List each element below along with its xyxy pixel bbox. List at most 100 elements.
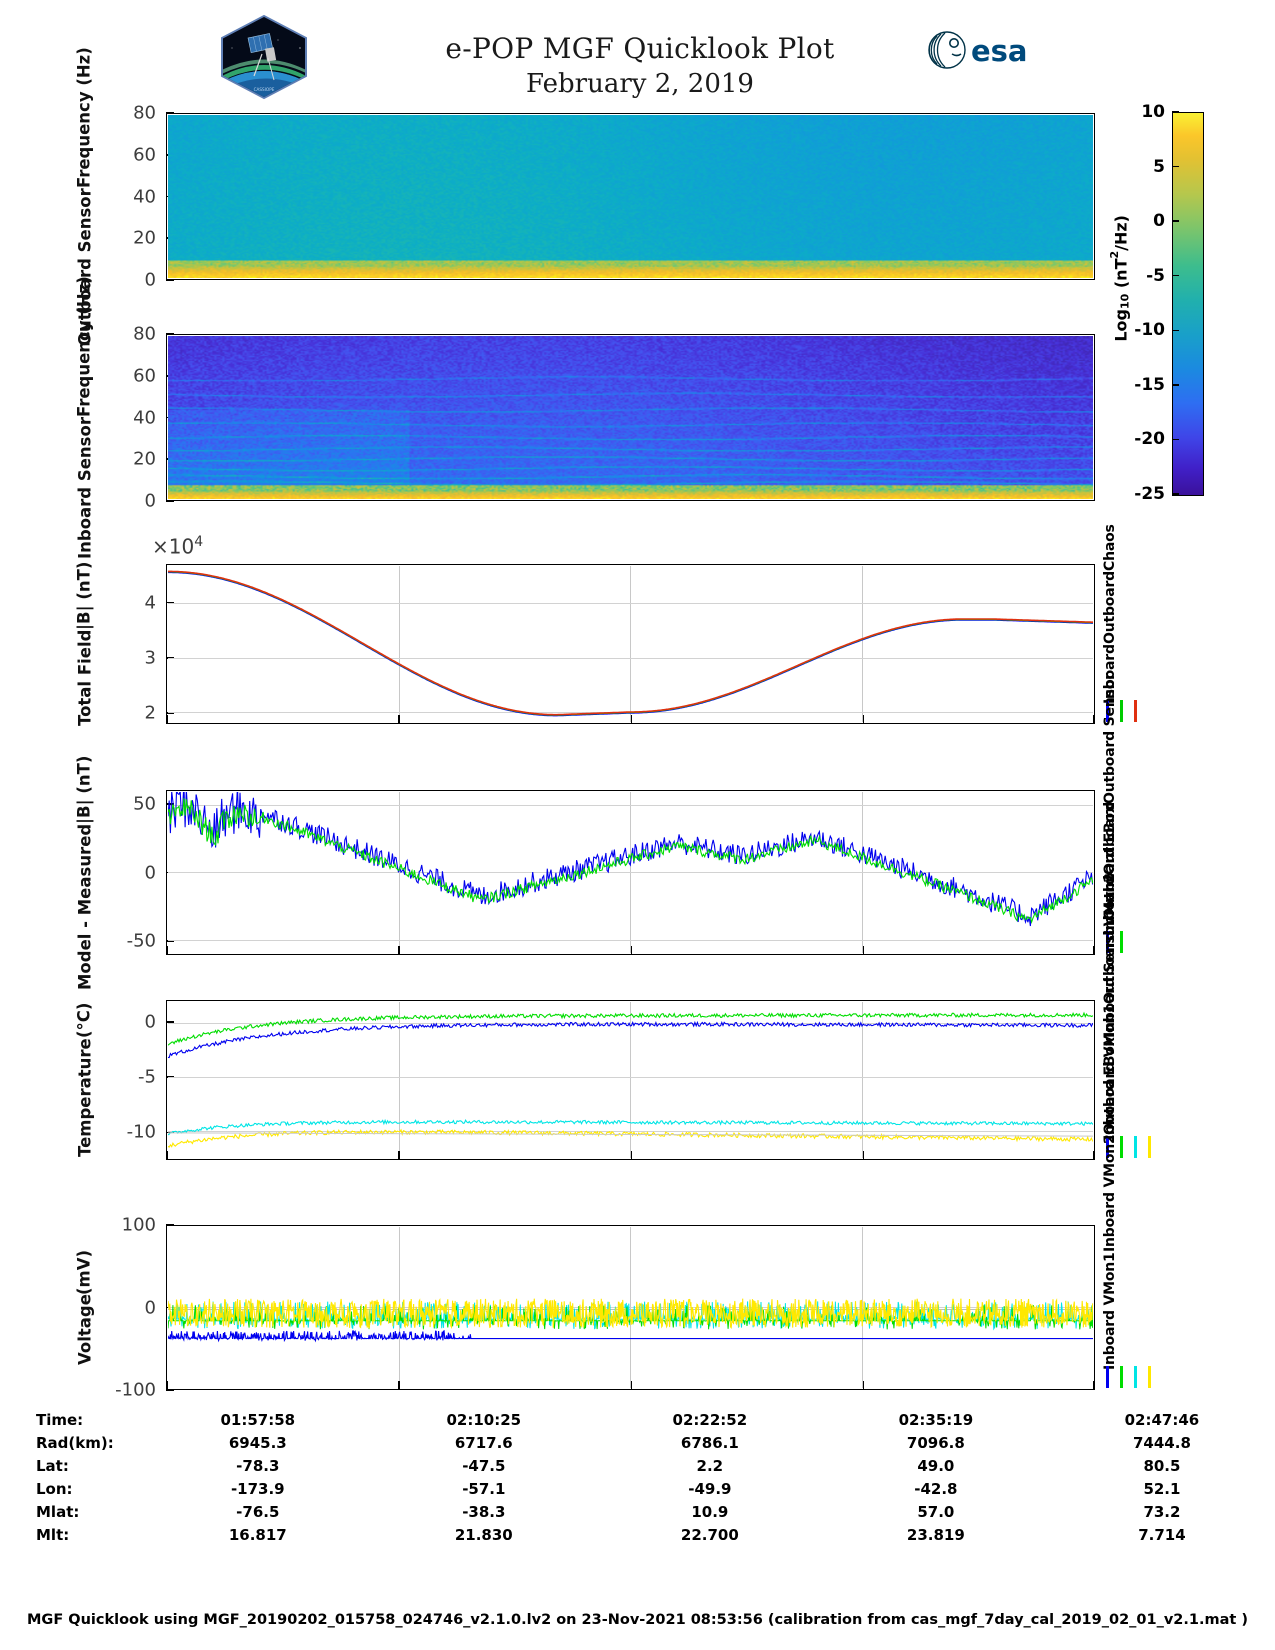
y-axis-label-line1: Model - Measured	[75, 823, 95, 990]
ephemeris-table-body: Time: 01:57:58 02:10:25 02:22:52 02:35:19 02:…	[0, 1408, 1275, 1546]
y-tick-outboard-spectrogram: 80	[133, 102, 156, 124]
y-tick-total-field: 4	[144, 592, 156, 614]
y-axis-label-line2: Frequency (Hz)	[74, 47, 94, 189]
y-tick-model-minus-measured: -50	[126, 930, 156, 952]
ephemeris-value: 01:57:58	[220, 1410, 296, 1429]
legend-label: Outboard VMon1	[1102, 1004, 1118, 1135]
colorbar-label-sup: 2	[1108, 250, 1121, 259]
legend-label: Outboard	[1102, 571, 1118, 645]
series-layer-temperature	[167, 1011, 1094, 1148]
colorbar-label: Log10 (nT2/Hz)	[1108, 215, 1132, 342]
y-tick-voltage: 100	[121, 1214, 156, 1236]
ephemeris-value: -47.5	[462, 1456, 506, 1475]
y-tick-total-field: 2	[144, 702, 156, 724]
colorbar-tick: -20	[1134, 429, 1165, 450]
legend-swatch	[1120, 931, 1123, 953]
ephemeris-value: -38.3	[462, 1502, 506, 1521]
x-tickmark	[1093, 715, 1095, 723]
y-tick-voltage: 0	[144, 1297, 156, 1318]
colorbar-tickmark	[1172, 493, 1179, 495]
legend-label: Outboard Sensor	[1102, 673, 1118, 805]
y-tick-outboard-spectrogram: 60	[133, 144, 156, 166]
ephemeris-value: -78.3	[236, 1456, 280, 1475]
colorbar-label-prefix: Log	[1111, 309, 1131, 342]
page-title: e-POP MGF Quicklook Plot February 2, 201…	[330, 32, 950, 99]
colorbar-tickmark	[1172, 165, 1179, 168]
grid-line-vertical	[399, 565, 401, 723]
legend-swatch	[1106, 1366, 1109, 1388]
y-axis-label-line2: Frequency (Hz)	[74, 276, 94, 417]
grid-line-vertical	[630, 1001, 632, 1159]
legend-swatch	[1148, 1136, 1151, 1158]
ephemeris-value: 21.830	[454, 1525, 513, 1544]
colorbar-tickmark	[1172, 329, 1179, 332]
legend-swatch	[1120, 1136, 1123, 1158]
ephemeris-value: 73.2	[1143, 1502, 1181, 1521]
ephemeris-value: 23.819	[906, 1525, 965, 1544]
colorbar-tick: 0	[1153, 211, 1165, 232]
colorbar-tickmark	[1172, 220, 1179, 222]
x-tickmark	[862, 946, 865, 954]
ephemeris-value: 6945.3	[228, 1433, 287, 1452]
grid-line-vertical	[861, 565, 863, 723]
ephemeris-row: Rad(km): 6945.3 6717.6 6786.1 7096.8 7444.8	[0, 1431, 1275, 1454]
colorbar-tick: -25	[1134, 484, 1165, 504]
colorbar-tick: -10	[1134, 320, 1165, 341]
grid-line-horizontal	[167, 603, 1094, 605]
ephemeris-value: 2.2	[696, 1456, 724, 1475]
grid-line-horizontal	[167, 805, 1094, 807]
x-tickmark	[398, 1151, 400, 1159]
x-tickmark	[166, 946, 168, 954]
ephemeris-row: Lon: -173.9 -57.1 -49.9 -42.8 52.1	[0, 1477, 1275, 1500]
ephemeris-value: 22.700	[680, 1525, 739, 1544]
plot-area-outboard-spectrogram	[167, 114, 1094, 279]
y-tickmark	[166, 1021, 174, 1023]
y-tick-temperature: -10	[126, 1121, 156, 1143]
x-tickmark	[1093, 946, 1095, 954]
y-tick-outboard-spectrogram: 0	[144, 269, 156, 291]
y-tickmark	[166, 112, 174, 114]
ephemeris-value: 16.817	[228, 1525, 287, 1544]
legend-swatches-temperature	[1106, 1136, 1151, 1158]
legend-label: Outboard VMon2	[1102, 873, 1118, 1005]
exponent-power: 4	[194, 534, 204, 550]
legend-swatches-model-minus-measured	[1106, 931, 1123, 953]
colorbar-tick: 10	[1141, 102, 1165, 122]
y-tick-inboard-spectrogram: 20	[133, 448, 156, 470]
ephemeris-value: 57.0	[917, 1502, 955, 1521]
grid-line-horizontal	[167, 1023, 1094, 1025]
ephemeris-value: -173.9	[230, 1479, 285, 1498]
legend-swatch	[1120, 700, 1123, 722]
y-axis-label-line1: Inboard Sensor	[75, 416, 95, 559]
y-tick-outboard-spectrogram: 40	[133, 186, 156, 207]
ephemeris-value: -49.9	[688, 1479, 732, 1498]
y-tick-temperature: 0	[144, 1011, 156, 1033]
y-tickmark	[166, 1076, 174, 1079]
y-axis-label-line2: (mV)	[74, 1249, 94, 1295]
ephemeris-row-label: Time:	[36, 1410, 84, 1429]
plot-area-inboard-spectrogram	[167, 335, 1094, 500]
mission-logo: CASSIOPE	[218, 14, 310, 100]
ephemeris-row-label: Rad(km):	[36, 1433, 114, 1452]
title-date: February 2, 2019	[526, 69, 754, 99]
colorbar-tickmark	[1172, 384, 1179, 386]
x-tickmark	[166, 715, 168, 723]
x-tickmark	[862, 715, 865, 723]
plot-area-model-minus-measured	[167, 791, 1094, 954]
x-tickmark	[862, 1151, 865, 1159]
ephemeris-row-label: Mlt:	[36, 1525, 70, 1544]
y-tickmark	[166, 712, 174, 714]
ephemeris-value: 02:10:25	[446, 1410, 522, 1429]
legend-swatch	[1106, 931, 1109, 953]
ephemeris-value: 02:22:52	[672, 1410, 748, 1429]
ephemeris-row: Mlat: -76.5 -38.3 10.9 57.0 73.2	[0, 1500, 1275, 1523]
y-axis-label-line1: Temperature	[75, 1038, 95, 1158]
esa-logo: esa	[925, 28, 1045, 72]
ephemeris-row: Mlt: 16.817 21.830 22.700 23.819 7.714	[0, 1523, 1275, 1546]
ephemeris-row: Lat: -78.3 -47.5 2.2 49.0 80.5	[0, 1454, 1275, 1477]
legend-swatches-voltage	[1106, 1366, 1151, 1388]
colorbar	[1172, 112, 1204, 496]
y-tickmark	[166, 601, 174, 604]
title-main: e-POP MGF Quicklook Plot	[445, 32, 835, 65]
y-tick-model-minus-measured: 50	[133, 793, 156, 815]
